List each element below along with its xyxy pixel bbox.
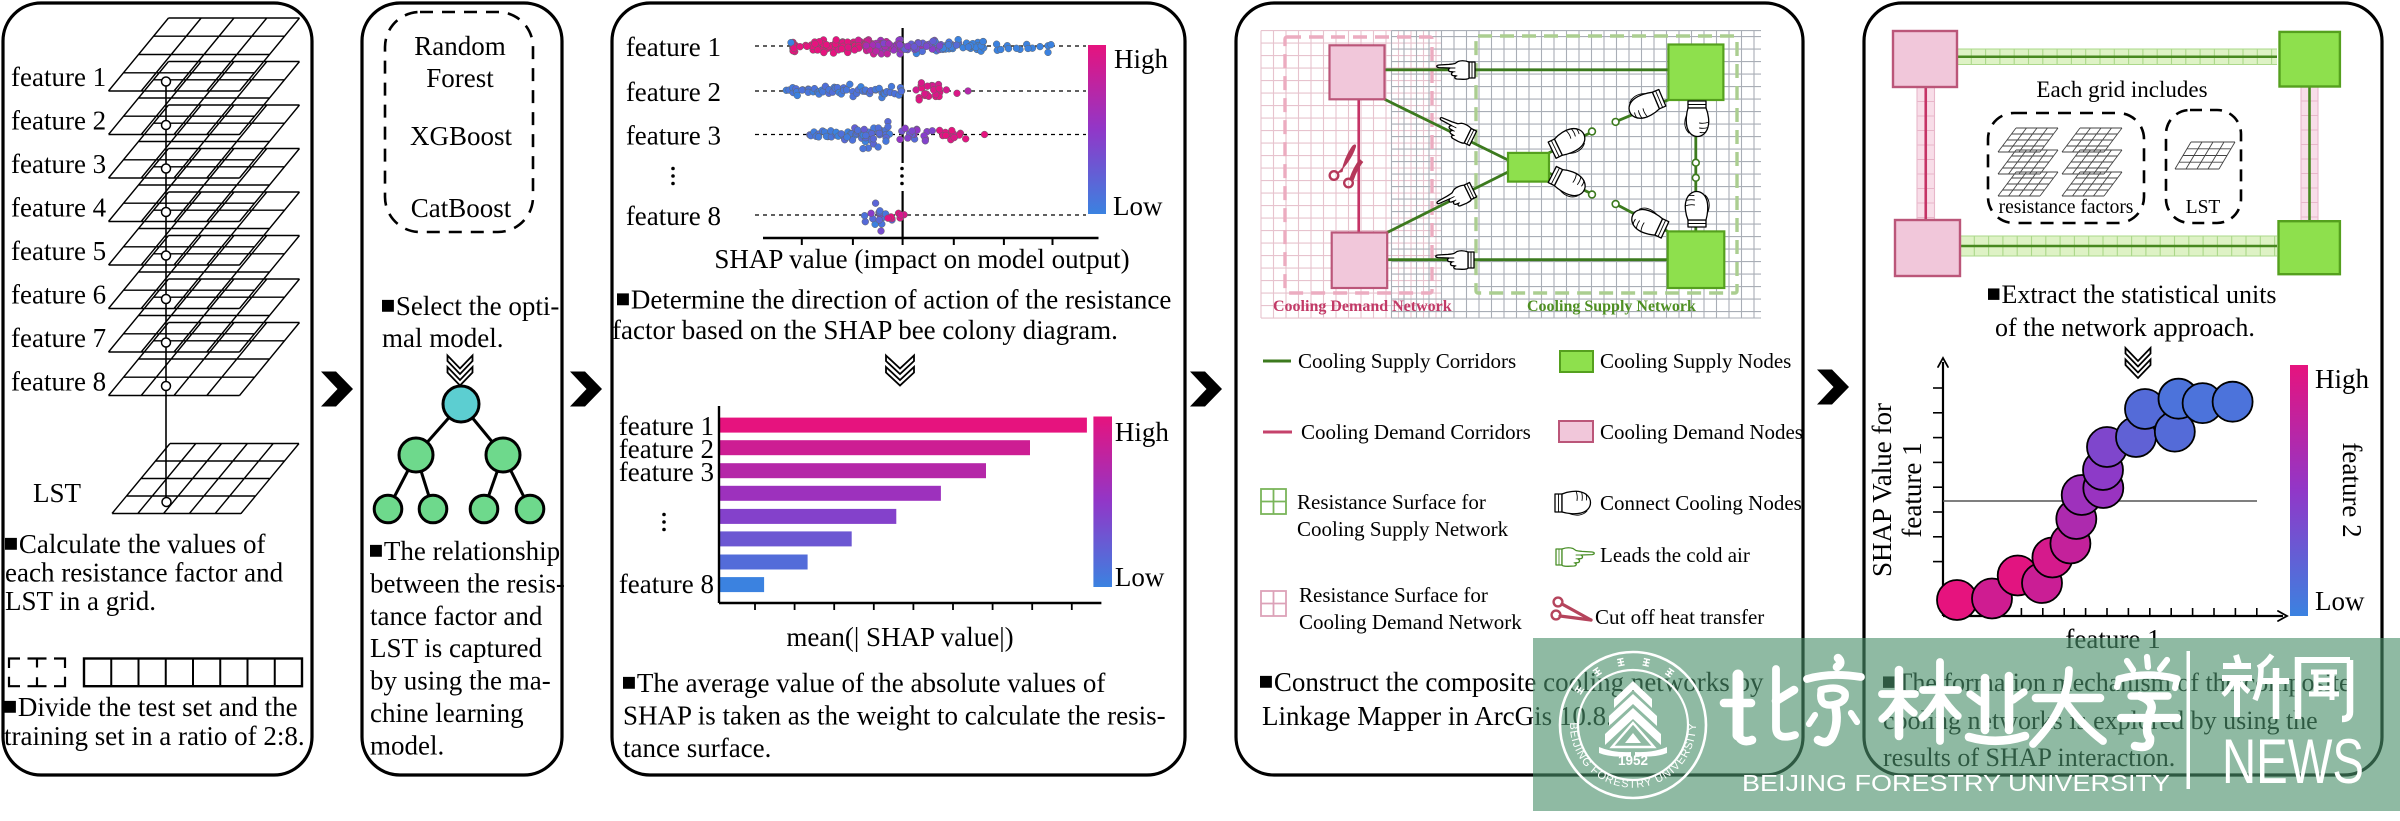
svg-text:feature 2: feature 2	[619, 434, 714, 464]
svg-text:feature 4: feature 4	[11, 193, 107, 223]
svg-text:SHAP value (impact on model ou: SHAP value (impact on model output)	[714, 244, 1129, 274]
svg-text:High: High	[1114, 44, 1169, 74]
svg-text:mal model.: mal model.	[382, 323, 503, 353]
svg-text:Leads the cold air: Leads the cold air	[1600, 543, 1750, 567]
svg-text:feature 1: feature 1	[1897, 442, 1927, 537]
svg-text:Cooling Supply Network: Cooling Supply Network	[1527, 298, 1696, 315]
svg-text:High: High	[2315, 364, 2370, 394]
svg-text:Cooling Demand Corridors: Cooling Demand Corridors	[1301, 420, 1531, 444]
svg-text:Cooling Demand Nodes: Cooling Demand Nodes	[1600, 420, 1803, 444]
svg-text:Each grid includes: Each grid includes	[2036, 77, 2207, 102]
svg-text:Low: Low	[1115, 562, 1165, 592]
svg-text:feature 3: feature 3	[619, 457, 714, 487]
svg-text:LST is captured: LST is captured	[370, 633, 542, 663]
svg-text:Cooling Supply Network: Cooling Supply Network	[1297, 517, 1509, 541]
svg-text:between the resis-: between the resis-	[370, 568, 565, 598]
svg-text:Select the opti-: Select the opti-	[396, 291, 559, 321]
svg-text:feature 1: feature 1	[619, 411, 714, 441]
svg-text:Cooling Supply Corridors: Cooling Supply Corridors	[1298, 349, 1516, 373]
svg-text:SHAP is taken as the weight to: SHAP is taken as the weight to calculate…	[623, 701, 1166, 731]
svg-text:resistance factors: resistance factors	[1999, 197, 2134, 218]
svg-text:Resistance Surface for: Resistance Surface for	[1299, 583, 1488, 607]
svg-text:tance surface.: tance surface.	[623, 733, 771, 763]
svg-text:CatBoost: CatBoost	[411, 193, 512, 223]
svg-text:The average value of the absol: The average value of the absolute values…	[637, 668, 1106, 698]
svg-text:Resistance Surface for: Resistance Surface for	[1297, 490, 1486, 514]
svg-text:feature 8: feature 8	[626, 201, 721, 231]
svg-text:Low: Low	[1113, 191, 1163, 221]
svg-text:LST: LST	[2186, 197, 2221, 218]
svg-text:feature 2: feature 2	[2337, 442, 2367, 537]
svg-text:XGBoost: XGBoost	[410, 121, 513, 151]
svg-text:feature 1: feature 1	[626, 32, 721, 62]
svg-text:feature 1: feature 1	[11, 62, 106, 92]
svg-text:model.: model.	[370, 730, 444, 760]
svg-text:chine learning: chine learning	[370, 698, 524, 728]
svg-text:tance factor and: tance factor and	[370, 601, 543, 631]
svg-text:NEWS: NEWS	[2222, 727, 2364, 797]
svg-text:feature 8: feature 8	[11, 367, 106, 397]
svg-text:High: High	[1115, 417, 1170, 447]
svg-text:Low: Low	[2315, 586, 2365, 616]
svg-text:feature 5: feature 5	[11, 236, 106, 266]
svg-text:by using the ma-: by using the ma-	[370, 666, 551, 696]
svg-text:feature 3: feature 3	[11, 149, 106, 179]
svg-text:BEIJING FORESTRY UNIVERSITY: BEIJING FORESTRY UNIVERSITY	[1742, 770, 2170, 796]
svg-text:Cooling Demand Network: Cooling Demand Network	[1299, 610, 1522, 634]
svg-text:LST: LST	[33, 478, 82, 508]
svg-text:feature 2: feature 2	[626, 77, 721, 107]
svg-text:Calculate the values of: Calculate the values of	[19, 529, 266, 559]
svg-text:factor based on the SHAP bee c: factor based on the SHAP bee colony diag…	[612, 315, 1118, 345]
svg-text:Connect Cooling Nodes: Connect Cooling Nodes	[1600, 491, 1802, 515]
svg-text:of the network approach.: of the network approach.	[1995, 313, 2255, 342]
svg-text:SHAP Value for: SHAP Value for	[1867, 403, 1897, 577]
svg-text:mean(| SHAP value|): mean(| SHAP value|)	[786, 622, 1013, 652]
svg-text:training set in a ratio of 2:8: training set in a ratio of 2:8.	[4, 721, 305, 751]
svg-text:Cooling Demand Network: Cooling Demand Network	[1273, 298, 1452, 315]
svg-text:feature 3: feature 3	[626, 121, 721, 151]
svg-text:feature 6: feature 6	[11, 280, 106, 310]
svg-text:Cut off heat transfer: Cut off heat transfer	[1595, 605, 1764, 629]
svg-text:Forest: Forest	[426, 63, 494, 93]
svg-text:feature 8: feature 8	[619, 569, 714, 599]
svg-text:The relationship: The relationship	[384, 536, 560, 566]
svg-text:feature 2: feature 2	[11, 106, 106, 136]
svg-text:Cooling Supply Nodes: Cooling Supply Nodes	[1600, 349, 1791, 373]
svg-text:each resistance factor and: each resistance factor and	[5, 558, 284, 588]
svg-text:Random: Random	[414, 31, 506, 61]
svg-text:1952: 1952	[1618, 753, 1648, 768]
svg-text:feature 7: feature 7	[11, 323, 106, 353]
svg-text:LST in a grid.: LST in a grid.	[5, 586, 156, 616]
svg-text:Determine the direction of act: Determine the direction of action of the…	[631, 285, 1172, 315]
svg-text:Extract the statistical units: Extract the statistical units	[2001, 280, 2276, 309]
svg-text:Divide the test set and the: Divide the test set and the	[18, 692, 298, 722]
